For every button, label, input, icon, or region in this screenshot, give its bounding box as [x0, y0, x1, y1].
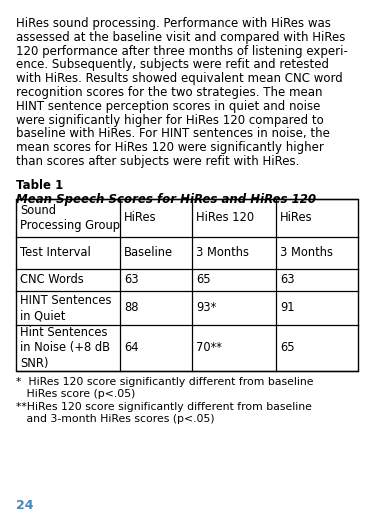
Text: Mean Speech Scores for HiRes and HiRes 120: Mean Speech Scores for HiRes and HiRes 1…: [16, 193, 316, 206]
Text: HiRes sound processing. Performance with HiRes was: HiRes sound processing. Performance with…: [16, 17, 331, 30]
Text: 70**: 70**: [196, 341, 222, 354]
Text: *  HiRes 120 score significantly different from baseline: * HiRes 120 score significantly differen…: [16, 377, 314, 387]
Text: 91: 91: [280, 301, 294, 314]
Text: HiRes score (p<.05): HiRes score (p<.05): [16, 390, 135, 400]
Text: 63: 63: [280, 274, 294, 286]
Text: 3 Months: 3 Months: [280, 246, 333, 259]
Text: 65: 65: [280, 341, 294, 354]
Text: with HiRes. Results showed equivalent mean CNC word: with HiRes. Results showed equivalent me…: [16, 72, 343, 85]
Text: 93*: 93*: [196, 301, 216, 314]
Text: **HiRes 120 score significantly different from baseline: **HiRes 120 score significantly differen…: [16, 402, 312, 412]
Text: 3 Months: 3 Months: [196, 246, 249, 259]
Text: recognition scores for the two strategies. The mean: recognition scores for the two strategie…: [16, 86, 322, 99]
Text: mean scores for HiRes 120 were significantly higher: mean scores for HiRes 120 were significa…: [16, 141, 324, 154]
Text: Test Interval: Test Interval: [20, 246, 91, 259]
Text: Table 1: Table 1: [16, 179, 63, 192]
Text: 63: 63: [124, 274, 139, 286]
Text: assessed at the baseline visit and compared with HiRes: assessed at the baseline visit and compa…: [16, 31, 345, 44]
Text: HiRes: HiRes: [280, 211, 312, 224]
Text: than scores after subjects were refit with HiRes.: than scores after subjects were refit wi…: [16, 155, 299, 168]
Text: ence. Subsequently, subjects were refit and retested: ence. Subsequently, subjects were refit …: [16, 58, 329, 71]
Text: HINT sentence perception scores in quiet and noise: HINT sentence perception scores in quiet…: [16, 100, 320, 113]
Text: and 3-month HiRes scores (p<.05): and 3-month HiRes scores (p<.05): [16, 414, 214, 424]
Text: 64: 64: [124, 341, 139, 354]
Text: 65: 65: [196, 274, 211, 286]
Text: Baseline: Baseline: [124, 246, 173, 259]
Text: CNC Words: CNC Words: [20, 274, 84, 286]
Text: HiRes 120: HiRes 120: [196, 211, 254, 224]
Text: were significantly higher for HiRes 120 compared to: were significantly higher for HiRes 120 …: [16, 113, 324, 127]
Text: 88: 88: [124, 301, 139, 314]
Text: Sound
Processing Group: Sound Processing Group: [20, 204, 120, 232]
Text: baseline with HiRes. For HINT sentences in noise, the: baseline with HiRes. For HINT sentences …: [16, 128, 330, 140]
Text: 120 performance after three months of listening experi-: 120 performance after three months of li…: [16, 45, 348, 58]
Bar: [16, 199, 358, 371]
Text: 24: 24: [16, 499, 33, 512]
Text: HiRes: HiRes: [124, 211, 157, 224]
Text: HINT Sentences
in Quiet: HINT Sentences in Quiet: [20, 293, 111, 322]
Text: Hint Sentences
in Noise (+8 dB
SNR): Hint Sentences in Noise (+8 dB SNR): [20, 326, 110, 370]
